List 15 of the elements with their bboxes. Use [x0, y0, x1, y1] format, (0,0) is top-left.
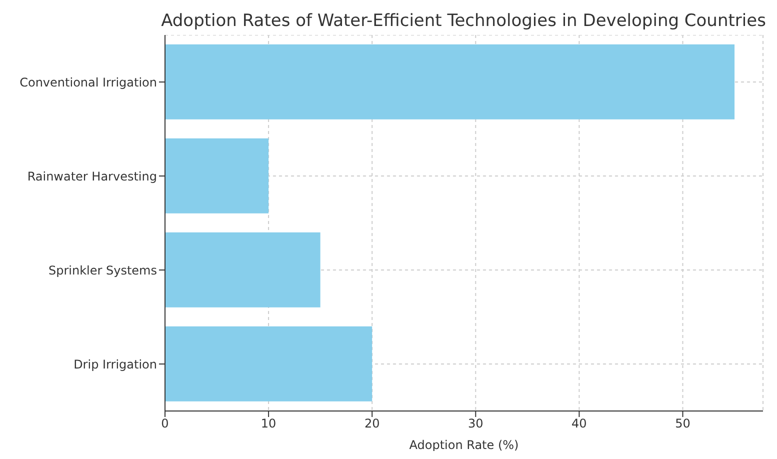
x-tick-label: 0 — [161, 416, 169, 431]
y-tick-label: Sprinkler Systems — [48, 263, 157, 278]
x-tick-label: 50 — [675, 416, 690, 431]
y-tick-label: Drip Irrigation — [74, 357, 157, 372]
bar — [165, 138, 269, 214]
x-tick-label: 40 — [572, 416, 587, 431]
y-tick-label: Conventional Irrigation — [20, 75, 157, 90]
y-tick-label: Rainwater Harvesting — [27, 169, 157, 184]
chart-title: Adoption Rates of Water-Efficient Technologies in Developing Countries — [160, 10, 767, 33]
bar — [165, 44, 735, 120]
x-tick-label: 30 — [468, 416, 484, 431]
x-tick-label: 20 — [364, 416, 380, 431]
bar — [165, 326, 372, 402]
x-tick-label: 10 — [260, 416, 276, 431]
bar — [165, 232, 320, 308]
